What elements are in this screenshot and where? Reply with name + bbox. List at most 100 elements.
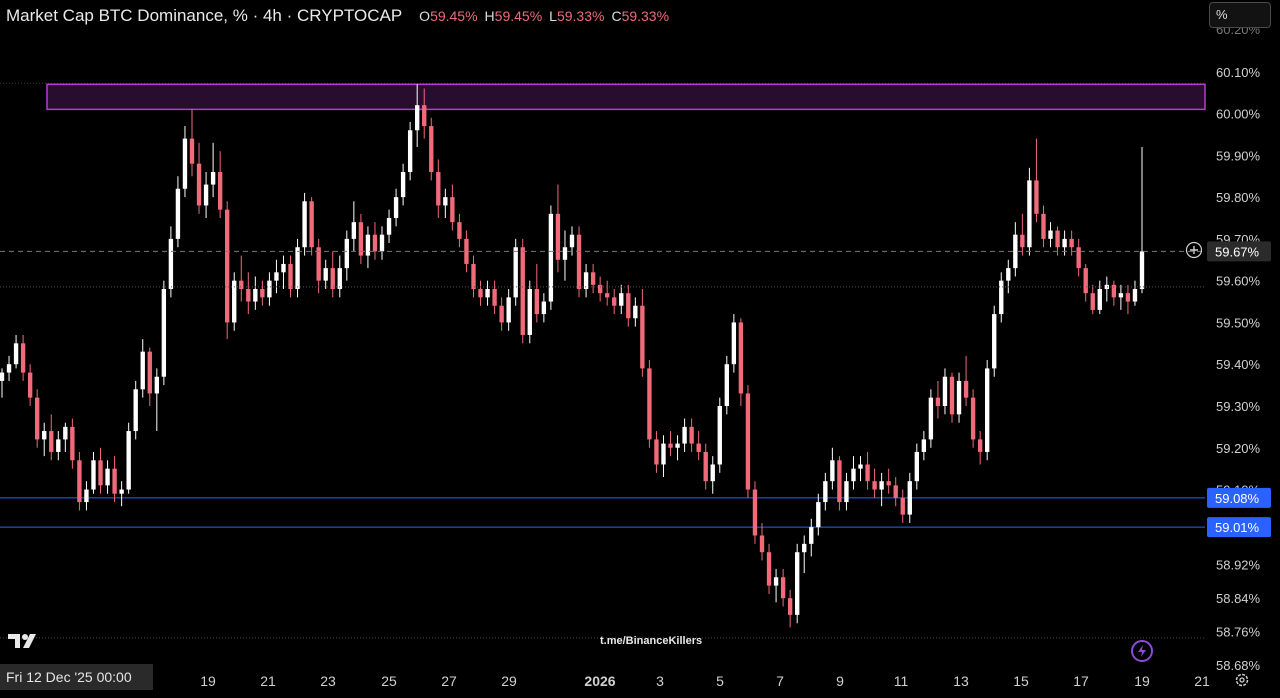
ohlc-high-key: H [484,8,495,24]
candle-body [13,343,19,365]
tradingview-logo-icon[interactable] [8,633,42,654]
candle-body [203,184,209,206]
unit-selector[interactable]: % [1209,2,1271,28]
candle-body [281,263,286,273]
support-price-label-0: 59.08% [1215,491,1260,506]
candle-body [1006,268,1011,281]
y-axis-tick-label: 59.80% [1216,190,1261,205]
candle-body [1104,284,1109,290]
candle-body [787,598,793,615]
candle-body [126,431,131,490]
candle-body [1069,238,1074,248]
candle-body [35,397,40,440]
candle-body [358,222,364,256]
candle-body [675,443,680,448]
candle-body [6,364,12,373]
candle-body [443,197,448,206]
candle-body [42,431,47,440]
candle-body [724,364,729,406]
candle-body [949,376,955,415]
candle-body [703,451,708,482]
candle-body [914,451,919,482]
candle-body [330,268,335,290]
candle-body [457,222,462,239]
candle-body [1062,238,1067,248]
candle-body [1090,293,1095,310]
candle-body [534,289,539,315]
candle-body [309,201,314,248]
last-price-label: 59.67% [1215,244,1260,259]
candle-body [225,209,230,323]
chart-header: Market Cap BTC Dominance, % · 4h · CRYPT… [6,5,669,27]
ohlc-open-value: 59.45% [430,8,478,24]
candle-body [569,234,575,248]
candle-body [823,481,828,503]
candle-body [583,272,589,290]
ohlc-close-key: C [611,8,622,24]
candle-body [942,376,948,406]
candle-body [492,289,497,306]
candle-body [450,197,455,223]
candle-body [513,247,518,298]
x-axis-tick-label: 27 [441,673,457,689]
y-axis-tick-label: 59.50% [1216,315,1261,330]
candle-body [921,439,927,452]
candle-body [1111,284,1117,298]
candle-body [640,305,645,369]
x-axis-tick-label: 23 [320,673,336,689]
candle-body [189,138,195,164]
y-axis-tick-label: 59.20% [1216,441,1261,456]
candle-body [745,393,751,490]
x-axis-tick-label: 13 [953,673,969,689]
candle-body [105,468,110,486]
candle-body [710,464,715,482]
ohlc-open-key: O [419,8,431,24]
candle-body [1048,230,1053,239]
crosshair-date-label: Fri 12 Dec '25 00:00 [0,664,153,690]
candle-body [809,527,814,544]
candle-body [140,351,145,390]
watermark-text: t.me/BinanceKillers [600,635,703,647]
candle-body [288,263,293,290]
support-price-label-1: 59.01% [1215,520,1260,535]
candle-body [576,234,582,290]
candle-body [267,280,272,298]
candle-body [147,351,152,394]
candle-body [1076,247,1081,269]
candle-body [661,443,666,465]
symbol-title[interactable]: Market Cap BTC Dominance, % · 4h · CRYPT… [6,6,403,25]
ohlc-close-value: 59.33% [621,8,670,24]
candle-body [133,389,138,432]
y-axis-tick-label: 59.60% [1216,274,1261,289]
candle-body [210,172,216,185]
candle-body [830,460,835,482]
candle-body [520,247,525,335]
candle-body [1132,289,1138,302]
supply-zone-box [46,83,1206,111]
settings-gear-icon[interactable] [1234,672,1250,693]
candle-body [175,188,181,239]
candle-body [196,163,202,206]
candle-body [323,268,328,281]
candle-body [1041,213,1046,239]
add-alert-plus-icon[interactable] [1185,241,1203,264]
candle-body [689,426,694,444]
candle-body [907,481,912,515]
candle-body [879,481,884,490]
x-axis-tick-label: 29 [501,673,517,689]
candle-body [379,234,385,252]
candle-body [619,293,624,306]
candle-body [626,293,631,319]
candle-body [696,443,701,452]
candle-body [1034,180,1039,214]
candle-body [738,322,744,394]
candle-body [351,222,357,239]
x-axis-tick-label: 15 [1013,673,1029,689]
x-axis-tick-label: 2026 [584,673,615,689]
candle-body [168,238,174,290]
candle-body [232,280,237,323]
candle-body [682,426,687,444]
lightning-icon[interactable] [1131,640,1153,662]
y-axis-tick-label: 60.10% [1216,65,1261,80]
